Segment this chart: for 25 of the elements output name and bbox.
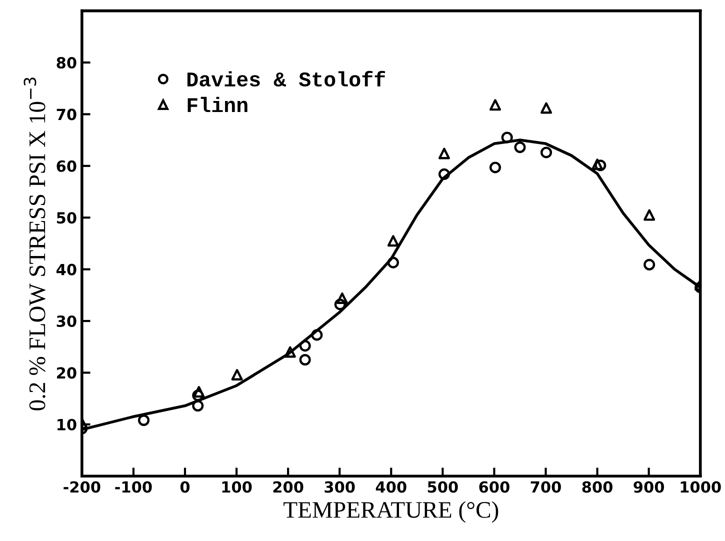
x-tick-label: 700: [530, 481, 561, 493]
x-tick-label: 0: [180, 481, 190, 493]
x-tick-label: 200: [273, 481, 304, 493]
x-tick-label: 900: [634, 481, 664, 493]
y-tick-label: 60: [56, 160, 76, 172]
x-tick-label: 500: [428, 481, 458, 493]
y-tick-label: 40: [56, 264, 76, 276]
y-axis-title: 0.2 % FLOW STRESS PSI X 10$^{−3}$: [24, 78, 46, 410]
y-tick-label: 30: [56, 315, 76, 328]
x-tick-label: 300: [324, 481, 355, 493]
legend-label: Flinn: [188, 96, 248, 112]
x-tick-label: -100: [115, 481, 152, 493]
x-tick-label: 1000: [680, 481, 721, 493]
y-tick-label: 20: [57, 367, 76, 379]
legend-label: Davies & Stoloff: [187, 70, 386, 87]
y-tick-label: 70: [56, 108, 76, 120]
x-tick-label: -200: [64, 481, 100, 493]
y-tick-label: 10: [58, 418, 76, 430]
y-tick-label: 50: [56, 212, 76, 224]
x-axis-title: TEMPERATURE (°C): [284, 501, 498, 523]
y-tick-label: 80: [56, 56, 76, 69]
x-tick-label: 800: [582, 481, 612, 493]
x-tick-label: 100: [222, 481, 252, 493]
x-tick-label: 600: [479, 481, 510, 493]
x-tick-label: 400: [376, 481, 406, 493]
